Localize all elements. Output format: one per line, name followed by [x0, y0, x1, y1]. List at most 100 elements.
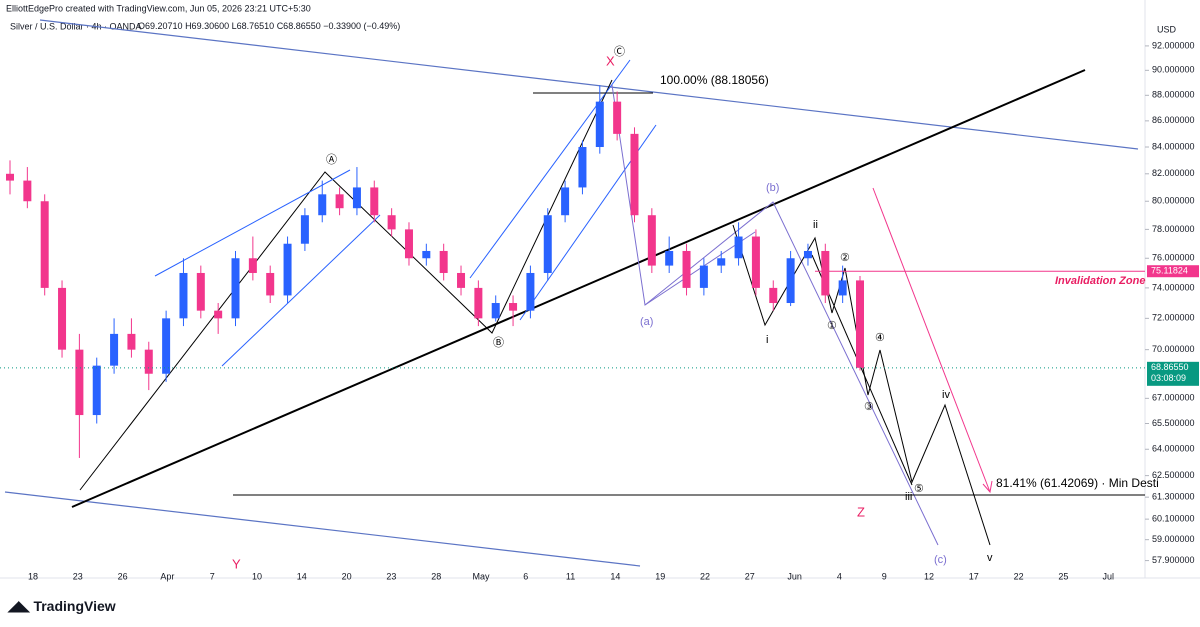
candle-body	[786, 258, 795, 304]
candle-body	[404, 229, 413, 259]
candle-body	[682, 250, 691, 288]
candle-body	[144, 349, 153, 374]
x-tick-label: 19	[655, 571, 665, 581]
channel-line	[39, 19, 1139, 150]
y-tick-label: 60.100000	[1152, 514, 1195, 524]
ohlc-high: H69.30600	[185, 21, 229, 31]
channel-line	[469, 59, 631, 279]
candle-body	[266, 272, 275, 296]
y-tick-label: 90.000000	[1152, 65, 1195, 75]
x-tick-label: 10	[252, 571, 262, 581]
x-tick-label: Jul	[1102, 571, 1114, 581]
x-tick-label: 14	[297, 571, 307, 581]
annotation: i	[766, 334, 768, 346]
candle-body	[769, 287, 778, 304]
candle-body	[422, 250, 431, 259]
y-tick-label: 72.000000	[1152, 313, 1195, 323]
annotation: X	[606, 53, 615, 68]
candle-body	[526, 272, 535, 311]
candle-body	[6, 173, 14, 181]
candle-body	[699, 265, 708, 288]
annotation: Ⓒ	[614, 45, 625, 58]
y-tick-label: 84.000000	[1152, 141, 1195, 151]
annotation: 100.00% (88.18056)	[660, 73, 769, 87]
y-tick-label: 64.000000	[1152, 444, 1195, 454]
channel-line	[221, 214, 381, 367]
ohlc-low: L68.76510	[232, 21, 275, 31]
y-tick-label: 61.300000	[1152, 492, 1195, 502]
y-tick-label: 65.500000	[1152, 418, 1195, 428]
y-tick-label: 78.000000	[1152, 224, 1195, 234]
y-tick-label: 70.000000	[1152, 344, 1195, 354]
ohlc-change: −0.33900 (−0.49%)	[323, 21, 400, 31]
candle-body	[856, 280, 864, 368]
price-tag-label: 75.11824	[1151, 266, 1188, 276]
ohlc-close: C68.86550	[277, 21, 321, 31]
annotation: ①	[827, 320, 837, 332]
annotation: ii	[813, 219, 818, 231]
annotation: Ⓐ	[326, 153, 337, 166]
x-tick-label: 7	[210, 571, 215, 581]
y-tick-label: 74.000000	[1152, 282, 1195, 292]
wave-line	[611, 84, 939, 546]
channel-line	[154, 169, 351, 277]
candle-body	[127, 333, 136, 350]
x-tick-label: 22	[1014, 571, 1024, 581]
trend-line	[71, 69, 1086, 508]
x-tick-label: 11	[566, 571, 575, 581]
candle-body	[578, 147, 587, 188]
candle-body	[370, 187, 379, 216]
x-tick-label: 4	[837, 571, 842, 581]
candle-body	[110, 333, 119, 366]
candle-body	[838, 280, 847, 296]
arrow-head	[982, 480, 993, 494]
credit: ElliottEdgePro created with TradingView.…	[6, 3, 311, 13]
candle-body	[595, 101, 604, 148]
candle-body	[543, 215, 552, 273]
annotation: ②	[840, 252, 850, 264]
candle-body	[647, 215, 656, 266]
candle-body	[439, 250, 448, 273]
x-tick-label: 14	[610, 571, 620, 581]
candle-body	[751, 236, 760, 288]
candle-body	[283, 243, 292, 296]
candle-body	[509, 303, 518, 311]
candle-body	[92, 365, 101, 416]
candle-body	[457, 272, 466, 288]
ohlc-open: O69.20710	[138, 21, 183, 31]
annotation: 81.41% (61.42069) · Min Desti	[996, 476, 1159, 490]
y-tick-label: 82.000000	[1152, 168, 1195, 178]
x-tick-label: 26	[118, 571, 128, 581]
candle-body	[75, 349, 84, 416]
x-tick-label: 6	[523, 571, 528, 581]
channel-line	[4, 491, 641, 567]
x-tick-label: 17	[969, 571, 979, 581]
candle-body	[318, 194, 327, 216]
candle-body	[162, 318, 171, 374]
price-tag-label: 68.86550	[1151, 362, 1189, 372]
candle-body	[335, 194, 344, 209]
candle-body	[474, 287, 483, 319]
y-tick-label: 59.000000	[1152, 534, 1195, 544]
x-tick-label: 18	[28, 571, 38, 581]
candle-body	[613, 101, 622, 134]
candle-body	[196, 272, 205, 311]
y-tick-label: 67.000000	[1152, 393, 1195, 403]
price-tag	[1147, 265, 1199, 278]
candle-body	[630, 133, 639, 216]
y-tick-label: 80.000000	[1152, 196, 1195, 206]
candle-body	[821, 250, 830, 296]
y-tick-label: 92.000000	[1152, 40, 1195, 50]
candle-body	[803, 250, 812, 259]
x-tick-label: 12	[924, 571, 934, 581]
annotation: iv	[942, 389, 950, 401]
candle-body	[300, 215, 309, 244]
candle-body	[561, 187, 570, 216]
candle-body	[179, 272, 188, 319]
candle-body	[387, 215, 396, 230]
annotation: Ⓑ	[493, 336, 504, 349]
currency: USD	[1157, 24, 1177, 34]
annotation: Z	[857, 504, 865, 519]
annotation: v	[987, 552, 993, 564]
